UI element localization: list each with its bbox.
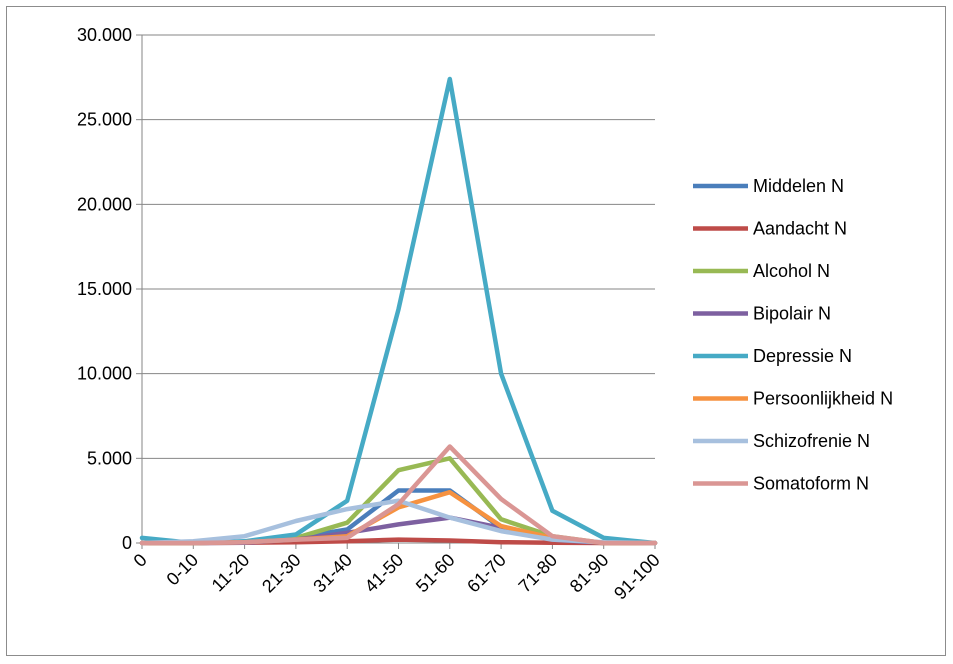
- legend-label: Bipolair N: [753, 304, 831, 324]
- grid-lines: [142, 34, 655, 459]
- series-lines: [139, 76, 658, 546]
- x-tick-label: 41-50: [361, 550, 408, 597]
- legend-item: Middelen N: [693, 176, 844, 196]
- x-tick-label: 0-10: [163, 550, 203, 590]
- x-tick-label: 31-40: [309, 550, 356, 597]
- legend-item: Bipolair N: [693, 304, 831, 324]
- series-line-8: [139, 444, 658, 546]
- legend-item: Alcohol N: [693, 261, 830, 281]
- legend-item: Somatoform N: [693, 474, 869, 494]
- legend-item: Schizofrenie N: [693, 431, 870, 451]
- legend-label: Persoonlijkheid N: [753, 389, 893, 409]
- tick-labels: 0 5.000 10.000 15.000 20.000 25.000 30.000 0 0-1…: [77, 25, 664, 603]
- series-line-1: [139, 488, 658, 546]
- y-tick-label: 15.000: [77, 279, 132, 299]
- x-tick-label: 21-30: [258, 550, 305, 597]
- legend-label: Schizofrenie N: [753, 431, 870, 451]
- x-tick-label: 51-60: [412, 550, 459, 597]
- y-tick-label: 20.000: [77, 194, 132, 214]
- chart-frame: [6, 6, 946, 656]
- x-tick-label: 0: [130, 550, 151, 571]
- legend-label: Alcohol N: [753, 261, 830, 281]
- y-tick-label: 25.000: [77, 110, 132, 130]
- legend-item: Depressie N: [693, 346, 852, 366]
- y-tick-label: 0: [122, 533, 132, 553]
- x-tick-label: 81-90: [566, 550, 613, 597]
- x-tick-label: 91-100: [610, 550, 664, 604]
- legend-label: Middelen N: [753, 176, 844, 196]
- legend: Middelen N Aandacht N Alcohol N Bipolair N D…: [693, 176, 893, 494]
- legend-label: Aandacht N: [753, 219, 847, 239]
- y-tick-label: 10.000: [77, 364, 132, 384]
- x-tick-label: 61-70: [463, 550, 510, 597]
- legend-label: Depressie N: [753, 346, 852, 366]
- legend-label: Somatoform N: [753, 474, 869, 494]
- x-tick-label: 71-80: [515, 550, 562, 597]
- legend-item: Aandacht N: [693, 219, 847, 239]
- legend-item: Persoonlijkheid N: [693, 389, 893, 409]
- y-tick-label: 5.000: [87, 448, 132, 468]
- y-tick-label: 30.000: [77, 25, 132, 45]
- x-tick-label: 11-20: [208, 550, 254, 596]
